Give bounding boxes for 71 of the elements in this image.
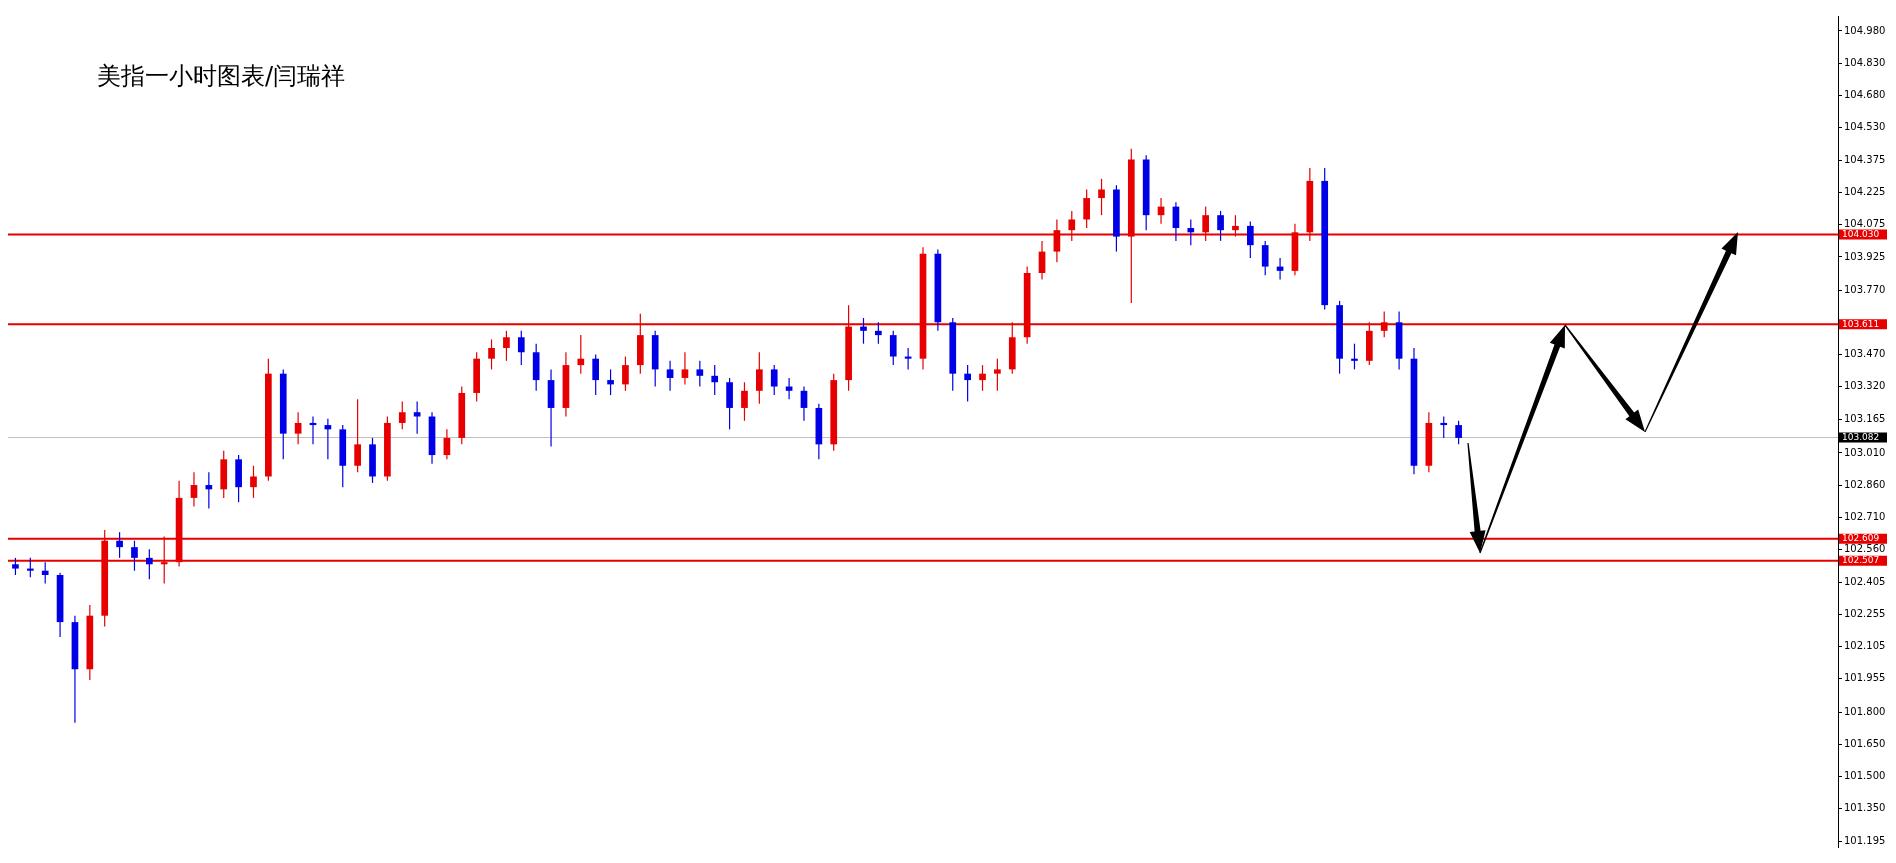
y-tick-label: 101.350 bbox=[1844, 802, 1886, 814]
candlestick bbox=[666, 360, 674, 392]
candlestick bbox=[1261, 240, 1269, 276]
candlestick bbox=[1455, 420, 1462, 445]
candlestick bbox=[711, 364, 719, 396]
y-tick-label: 104.530 bbox=[1844, 120, 1886, 132]
candlestick bbox=[696, 360, 704, 388]
candlestick bbox=[250, 465, 257, 499]
candlestick bbox=[131, 540, 138, 572]
y-tick-label: 101.650 bbox=[1844, 737, 1886, 749]
y-tick-label: 101.800 bbox=[1844, 705, 1886, 717]
y-tick-label: 103.320 bbox=[1844, 380, 1886, 392]
y-tick-label: 102.710 bbox=[1844, 510, 1886, 522]
candlestick bbox=[1098, 178, 1105, 216]
candlestick bbox=[770, 364, 778, 396]
y-tick-label: 104.980 bbox=[1844, 24, 1886, 36]
y-tick-label: 104.680 bbox=[1844, 88, 1886, 100]
y-tick-label: 104.225 bbox=[1844, 186, 1886, 198]
candlestick bbox=[503, 330, 510, 362]
y-tick-label: 102.405 bbox=[1844, 576, 1886, 588]
candlestick bbox=[41, 561, 49, 585]
ref-line-label: 104.030 bbox=[1842, 228, 1880, 239]
ref-line-label: 103.082 bbox=[1842, 431, 1880, 442]
candlestick bbox=[190, 471, 198, 508]
candlestick bbox=[964, 364, 971, 403]
candlestick bbox=[1440, 415, 1448, 439]
candlestick bbox=[354, 398, 361, 473]
candlestick bbox=[755, 351, 763, 405]
candlestick bbox=[1187, 218, 1195, 246]
ref-line-label: 102.609 bbox=[1842, 533, 1880, 544]
candlestick bbox=[26, 557, 34, 578]
candlestick bbox=[592, 353, 600, 396]
y-tick-label: 103.470 bbox=[1844, 347, 1886, 359]
y-tick-label: 101.955 bbox=[1844, 672, 1886, 684]
y-tick-label: 102.105 bbox=[1844, 640, 1886, 652]
candlestick bbox=[413, 400, 421, 435]
candlestick bbox=[681, 351, 689, 385]
y-tick-label: 104.375 bbox=[1844, 154, 1886, 166]
y-tick-label: 103.925 bbox=[1844, 250, 1886, 262]
candlestick bbox=[1217, 210, 1224, 242]
y-tick-label: 103.770 bbox=[1844, 283, 1886, 295]
y-tick-label: 102.560 bbox=[1844, 542, 1886, 554]
candlestick bbox=[607, 368, 614, 396]
y-tick-label: 101.500 bbox=[1844, 769, 1886, 781]
candlestick bbox=[889, 330, 897, 366]
candlestick bbox=[979, 364, 986, 392]
text: 美指一小时图表/闫瑞祥 bbox=[97, 61, 346, 92]
candlestick bbox=[994, 358, 1001, 392]
candlestick bbox=[488, 338, 495, 370]
candlestick bbox=[577, 334, 585, 375]
candlestick bbox=[517, 330, 525, 366]
candlestick bbox=[860, 317, 867, 345]
candlestick bbox=[875, 321, 882, 345]
y-tick-label: 104.075 bbox=[1844, 218, 1886, 230]
candlestick bbox=[1083, 188, 1091, 229]
y-tick-label: 102.255 bbox=[1844, 608, 1886, 620]
candlestick bbox=[1351, 343, 1358, 370]
y-tick-label: 102.860 bbox=[1844, 478, 1886, 490]
candlestick bbox=[145, 548, 153, 580]
candlestick bbox=[622, 355, 629, 392]
candlestick bbox=[294, 411, 302, 445]
ref-line-label: 102.507 bbox=[1842, 554, 1880, 565]
candlestick bbox=[1246, 221, 1254, 259]
candlestick bbox=[741, 381, 748, 422]
y-tick-label: 101.195 bbox=[1844, 835, 1886, 847]
candlestick bbox=[116, 531, 123, 559]
ref-line-label: 103.611 bbox=[1842, 318, 1880, 329]
y-tick-label: 104.830 bbox=[1844, 56, 1886, 68]
y-tick-label: 103.165 bbox=[1844, 413, 1886, 425]
y-tick-label: 103.010 bbox=[1844, 446, 1886, 458]
candlestick bbox=[398, 400, 406, 430]
